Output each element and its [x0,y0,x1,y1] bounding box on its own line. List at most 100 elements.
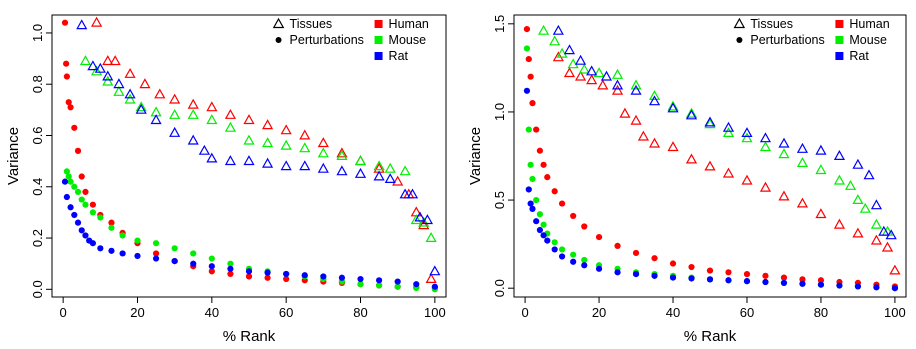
data-point [581,262,588,269]
data-point [264,269,271,276]
legend-circle-icon [736,37,743,43]
data-point [119,250,126,257]
data-point [563,44,576,55]
legend: Tissues Perturbations Human Mouse Rat [272,17,429,63]
data-point [280,160,292,171]
data-point [61,19,69,26]
data-point [544,237,551,244]
data-point [171,258,178,265]
data-point [852,158,864,169]
y-tick-label: 0.5 [492,191,507,209]
legend-label-perturbations: Perturbations [290,33,364,47]
data-point [685,153,698,164]
x-tick-label: 80 [353,305,367,320]
series-mouse-perturbations [523,45,899,292]
data-point [317,147,329,158]
data-point [833,218,846,229]
data-point [799,276,806,283]
data-point [89,201,96,208]
y-tick-label: 0.2 [30,229,45,247]
data-point [152,240,160,247]
data-point [71,124,78,131]
data-point [778,148,790,159]
data-point [102,70,114,81]
legend-label-perturbations: Perturbations [750,33,824,47]
legend-circle-icon [275,37,282,43]
data-point [540,232,547,239]
data-point [759,141,772,152]
data-point [61,178,69,185]
data-point [611,68,624,79]
data-point [67,204,74,211]
data-point [354,155,367,166]
data-point [873,284,880,291]
data-point [87,60,99,71]
data-point [375,277,383,284]
data-point [704,160,716,171]
data-point [637,130,650,141]
x-axis-title: % Rank [684,328,737,345]
legend-label-tissues: Tissues [750,17,793,31]
data-point [392,175,404,186]
data-point [863,169,875,180]
data-point [336,149,348,160]
legend-triangle-icon [733,17,746,29]
series-human-tissues [90,16,437,283]
data-point [854,283,862,290]
x-tick-label: 100 [424,305,446,320]
data-point [540,221,547,228]
data-point [525,55,532,63]
data-point [113,85,125,96]
data-point [544,174,551,181]
data-point [536,147,543,154]
data-point [394,283,401,290]
data-point [815,208,827,219]
data-point [651,272,658,279]
data-point [418,219,430,230]
data-point [669,260,677,267]
data-point [394,278,401,285]
data-point [630,114,642,125]
data-point [65,99,72,106]
data-point [570,251,577,258]
data-point [74,147,82,154]
data-point [373,160,385,171]
data-point [299,142,311,153]
data-point [227,270,234,278]
data-point [134,252,141,260]
data-point [586,74,598,85]
data-point [187,98,199,109]
legend-label-tissues: Tissues [290,17,333,31]
data-point [357,275,364,283]
data-point [425,231,437,242]
data-point [759,181,772,192]
data-point [667,100,679,111]
data-point [71,183,78,190]
data-point [552,24,564,35]
x-tick-label: 60 [279,305,293,320]
data-point [558,246,566,253]
data-point [870,199,883,210]
data-point [881,241,894,252]
data-point [815,144,827,155]
data-point [586,65,598,76]
data-point [688,263,695,271]
plot-frame [513,14,907,298]
data-point [198,144,211,155]
data-point [357,281,364,288]
y-tick-label: 0.8 [30,75,45,93]
data-point [570,212,577,220]
data-point [134,237,141,244]
data-point [227,265,234,272]
data-point [570,258,577,265]
data-point [63,60,70,67]
legend-swatch-rat [374,52,383,60]
data-point [280,124,292,135]
data-point [283,275,290,283]
data-point [558,253,566,260]
data-point [648,137,661,148]
data-point [336,165,348,176]
data-point [190,250,197,257]
data-point [796,142,809,153]
